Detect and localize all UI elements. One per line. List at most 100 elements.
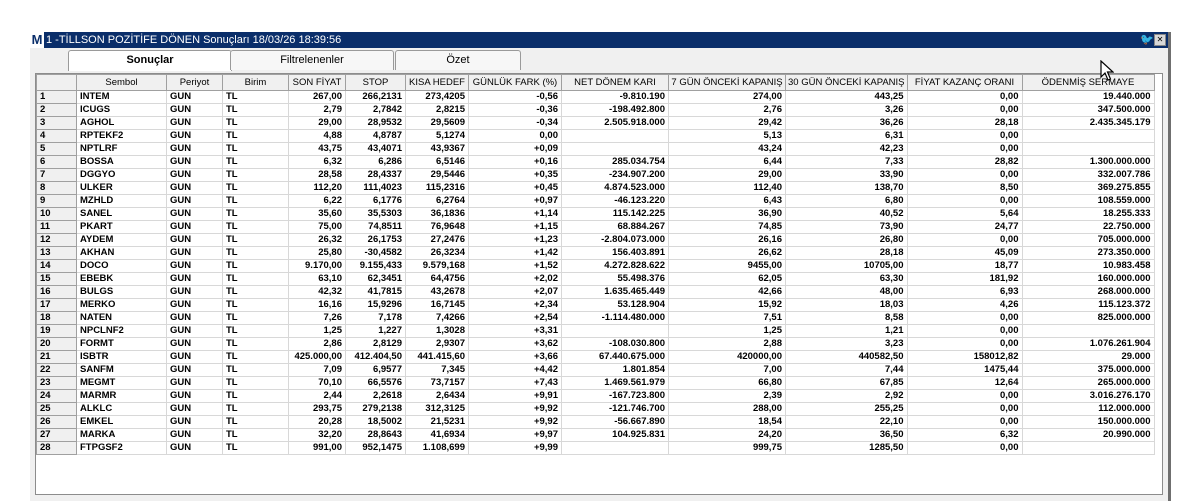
table-cell[interactable]: 2,6434: [405, 389, 469, 403]
table-row[interactable]: 1 INTEM GUN TL 267,00 266,2131 273,4205 -0,56 -9…: [36, 90, 1155, 104]
table-row[interactable]: 15 EBEBK GUN TL 63,10 62,3451 64,4756 +2,02 55.4…: [36, 272, 1155, 286]
table-cell[interactable]: 1,21: [785, 324, 908, 338]
table-cell[interactable]: +9,92: [468, 415, 562, 429]
table-cell[interactable]: 1.108,699: [405, 441, 469, 455]
table-cell[interactable]: TL: [222, 350, 289, 364]
table-row[interactable]: 13 AKHAN GUN TL 25,80 -30,4582 26,3234 +1,42 156…: [36, 246, 1155, 260]
table-cell[interactable]: EBEBK: [76, 272, 167, 286]
table-cell[interactable]: 6,22: [288, 194, 346, 208]
table-cell[interactable]: 0,00: [468, 129, 562, 143]
table-cell[interactable]: 27,2476: [405, 233, 469, 247]
table-cell[interactable]: 425.000,00: [288, 350, 346, 364]
table-cell[interactable]: +3,62: [468, 337, 562, 351]
table-cell[interactable]: 48,00: [785, 285, 908, 299]
table-cell[interactable]: GUN: [166, 142, 223, 156]
table-cell[interactable]: 108.559.000: [1021, 194, 1155, 208]
row-number[interactable]: 25: [36, 402, 77, 416]
table-cell[interactable]: 0,00: [906, 402, 1023, 416]
table-cell[interactable]: 6,286: [345, 155, 406, 169]
table-cell[interactable]: 6,31: [785, 129, 908, 143]
table-cell[interactable]: -167.723.800: [561, 389, 669, 403]
table-cell[interactable]: 0,00: [906, 337, 1023, 351]
table-cell[interactable]: 29.000: [1021, 350, 1155, 364]
table-cell[interactable]: SANEL: [76, 207, 167, 221]
col-header-stop[interactable]: STOP: [345, 74, 406, 91]
table-cell[interactable]: 952,1475: [345, 441, 406, 455]
row-number[interactable]: 26: [36, 415, 77, 429]
table-cell[interactable]: GUN: [166, 428, 223, 442]
table-cell[interactable]: NATEN: [76, 311, 167, 325]
table-cell[interactable]: 26,1753: [345, 233, 406, 247]
table-cell[interactable]: GUN: [166, 233, 223, 247]
table-cell[interactable]: 420000,00: [668, 350, 786, 364]
table-cell[interactable]: 115,2316: [405, 181, 469, 195]
table-cell[interactable]: 999,75: [668, 441, 786, 455]
table-cell[interactable]: 293,75: [288, 402, 346, 416]
row-number[interactable]: 4: [36, 129, 77, 143]
table-cell[interactable]: 332.007.786: [1021, 168, 1155, 182]
row-number[interactable]: 1: [36, 90, 77, 104]
col-header-periyot[interactable]: Periyot: [166, 74, 223, 91]
table-cell[interactable]: 74,8511: [345, 220, 406, 234]
table-row[interactable]: 26 EMKEL GUN TL 20,28 18,5002 21,5231 +9,92 -56.…: [36, 415, 1155, 429]
row-number[interactable]: 8: [36, 181, 77, 195]
table-cell[interactable]: -234.907.200: [561, 168, 669, 182]
row-number[interactable]: 2: [36, 103, 77, 117]
table-cell[interactable]: GUN: [166, 116, 223, 130]
row-number[interactable]: 13: [36, 246, 77, 260]
row-number[interactable]: 15: [36, 272, 77, 286]
table-row[interactable]: 20 FORMT GUN TL 2,86 2,8129 2,9307 +3,62 -108.03…: [36, 337, 1155, 351]
table-cell[interactable]: +4,42: [468, 363, 562, 377]
table-cell[interactable]: 62,05: [668, 272, 786, 286]
table-cell[interactable]: MARMR: [76, 389, 167, 403]
table-cell[interactable]: 2,92: [785, 389, 908, 403]
table-cell[interactable]: [1021, 129, 1155, 143]
table-cell[interactable]: TL: [222, 402, 289, 416]
table-cell[interactable]: TL: [222, 272, 289, 286]
table-cell[interactable]: +1,14: [468, 207, 562, 221]
table-cell[interactable]: 28,18: [785, 246, 908, 260]
row-number[interactable]: 17: [36, 298, 77, 312]
table-cell[interactable]: 347.500.000: [1021, 103, 1155, 117]
table-cell[interactable]: 2,39: [668, 389, 786, 403]
table-cell[interactable]: [561, 142, 669, 156]
table-cell[interactable]: 991,00: [288, 441, 346, 455]
table-cell[interactable]: [1021, 324, 1155, 338]
table-cell[interactable]: 75,00: [288, 220, 346, 234]
table-cell[interactable]: 36,1836: [405, 207, 469, 221]
table-cell[interactable]: TL: [222, 298, 289, 312]
table-cell[interactable]: 43,75: [288, 142, 346, 156]
table-cell[interactable]: 7,178: [345, 311, 406, 325]
table-cell[interactable]: 43,24: [668, 142, 786, 156]
table-cell[interactable]: MERKO: [76, 298, 167, 312]
row-number[interactable]: 21: [36, 350, 77, 364]
table-cell[interactable]: GUN: [166, 194, 223, 208]
table-cell[interactable]: 10.983.458: [1021, 259, 1155, 273]
table-cell[interactable]: 10705,00: [785, 259, 908, 273]
table-cell[interactable]: 66,80: [668, 376, 786, 390]
table-cell[interactable]: [561, 129, 669, 143]
table-cell[interactable]: ICUGS: [76, 103, 167, 117]
table-cell[interactable]: 22,10: [785, 415, 908, 429]
row-number[interactable]: 28: [36, 441, 77, 455]
table-cell[interactable]: 6,32: [906, 428, 1023, 442]
table-cell[interactable]: FORMT: [76, 337, 167, 351]
table-cell[interactable]: 6,80: [785, 194, 908, 208]
table-cell[interactable]: 33,90: [785, 168, 908, 182]
table-cell[interactable]: 7,51: [668, 311, 786, 325]
table-cell[interactable]: 9455,00: [668, 259, 786, 273]
table-cell[interactable]: 375.000.000: [1021, 363, 1155, 377]
table-cell[interactable]: 5,13: [668, 129, 786, 143]
table-cell[interactable]: 28,4337: [345, 168, 406, 182]
table-cell[interactable]: 5,64: [906, 207, 1023, 221]
table-cell[interactable]: +0,45: [468, 181, 562, 195]
table-cell[interactable]: GUN: [166, 337, 223, 351]
table-cell[interactable]: 2,2618: [345, 389, 406, 403]
table-cell[interactable]: -198.492.800: [561, 103, 669, 117]
table-cell[interactable]: +2,34: [468, 298, 562, 312]
table-cell[interactable]: DOCO: [76, 259, 167, 273]
table-cell[interactable]: 0,00: [906, 311, 1023, 325]
table-cell[interactable]: 1285,50: [785, 441, 908, 455]
table-cell[interactable]: INTEM: [76, 90, 167, 104]
table-cell[interactable]: 1475,44: [906, 363, 1023, 377]
